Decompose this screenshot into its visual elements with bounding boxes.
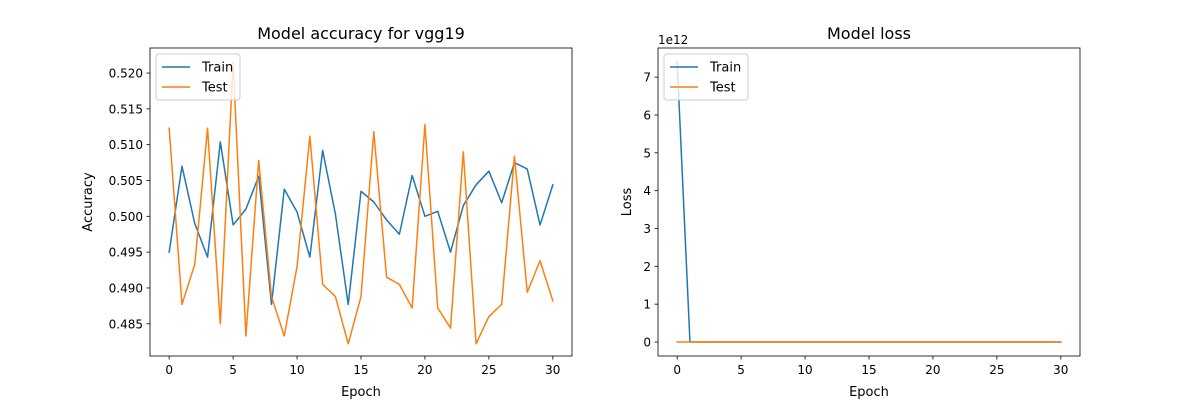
x-tick-label: 20 [417, 363, 432, 377]
y-tick-label: 0.515 [109, 102, 143, 116]
y-tick-label: 7 [643, 71, 651, 85]
x-tick-label: 5 [229, 363, 237, 377]
y-tick-label: 2 [643, 260, 651, 274]
x-axis-label: Epoch [341, 385, 381, 400]
x-tick-label: 20 [925, 363, 940, 377]
x-tick-label: 15 [861, 363, 876, 377]
y-tick-label: 0.510 [109, 138, 143, 152]
chart-panel-1: 0 5 10 15 20 25 30 0.485 0.490 0.495 0.500 0.505 0.5… [81, 24, 573, 400]
legend-label-train: Train [709, 61, 741, 76]
legend-label-train: Train [201, 61, 233, 76]
y-offset-label: 1e12 [658, 33, 688, 47]
y-tick-label: 0 [643, 336, 651, 350]
y-tick-label: 0.485 [109, 317, 143, 331]
legend-label-test: Test [201, 81, 228, 96]
x-tick-label: 30 [1053, 363, 1068, 377]
y-tick-label: 0.505 [109, 174, 143, 188]
x-axis-label: Epoch [849, 385, 889, 400]
y-tick-label: 1 [643, 298, 651, 312]
legend-box [155, 53, 241, 101]
y-tick-label: 3 [643, 222, 651, 236]
y-tick-label: 0.520 [109, 67, 143, 81]
x-tick-label: 25 [481, 363, 496, 377]
y-axis-label: Accuracy [81, 172, 96, 232]
x-tick-label: 10 [797, 363, 812, 377]
x-tick-label: 15 [353, 363, 368, 377]
x-tick-label: 30 [545, 363, 560, 377]
y-axis-label: Loss [620, 188, 635, 217]
legend: Train Test [663, 53, 749, 101]
y-tick-label: 4 [643, 184, 651, 198]
y-tick-label: 6 [643, 108, 651, 122]
y-tick-label: 0.495 [109, 246, 143, 260]
y-tick-label: 0.500 [109, 210, 143, 224]
x-tick-label: 25 [989, 363, 1004, 377]
x-tick-label: 10 [289, 363, 304, 377]
chart-title: Model accuracy for vgg19 [257, 24, 465, 43]
series-line-train [168, 141, 554, 306]
legend-box [663, 53, 749, 101]
y-tick-label: 5 [643, 146, 651, 160]
y-tick-label: 0.490 [109, 281, 143, 295]
legend-label-test: Test [709, 81, 736, 96]
x-tick-label: 0 [165, 363, 173, 377]
chart-panel-2: 0 5 10 15 20 25 30 0 1 2 3 4 5 6 7 Model loss Epoch Loss 1… [620, 24, 1081, 400]
x-tick-label: 0 [673, 363, 681, 377]
x-tick-label: 5 [737, 363, 745, 377]
chart-title: Model loss [827, 24, 911, 43]
legend: Train Test [155, 53, 241, 101]
